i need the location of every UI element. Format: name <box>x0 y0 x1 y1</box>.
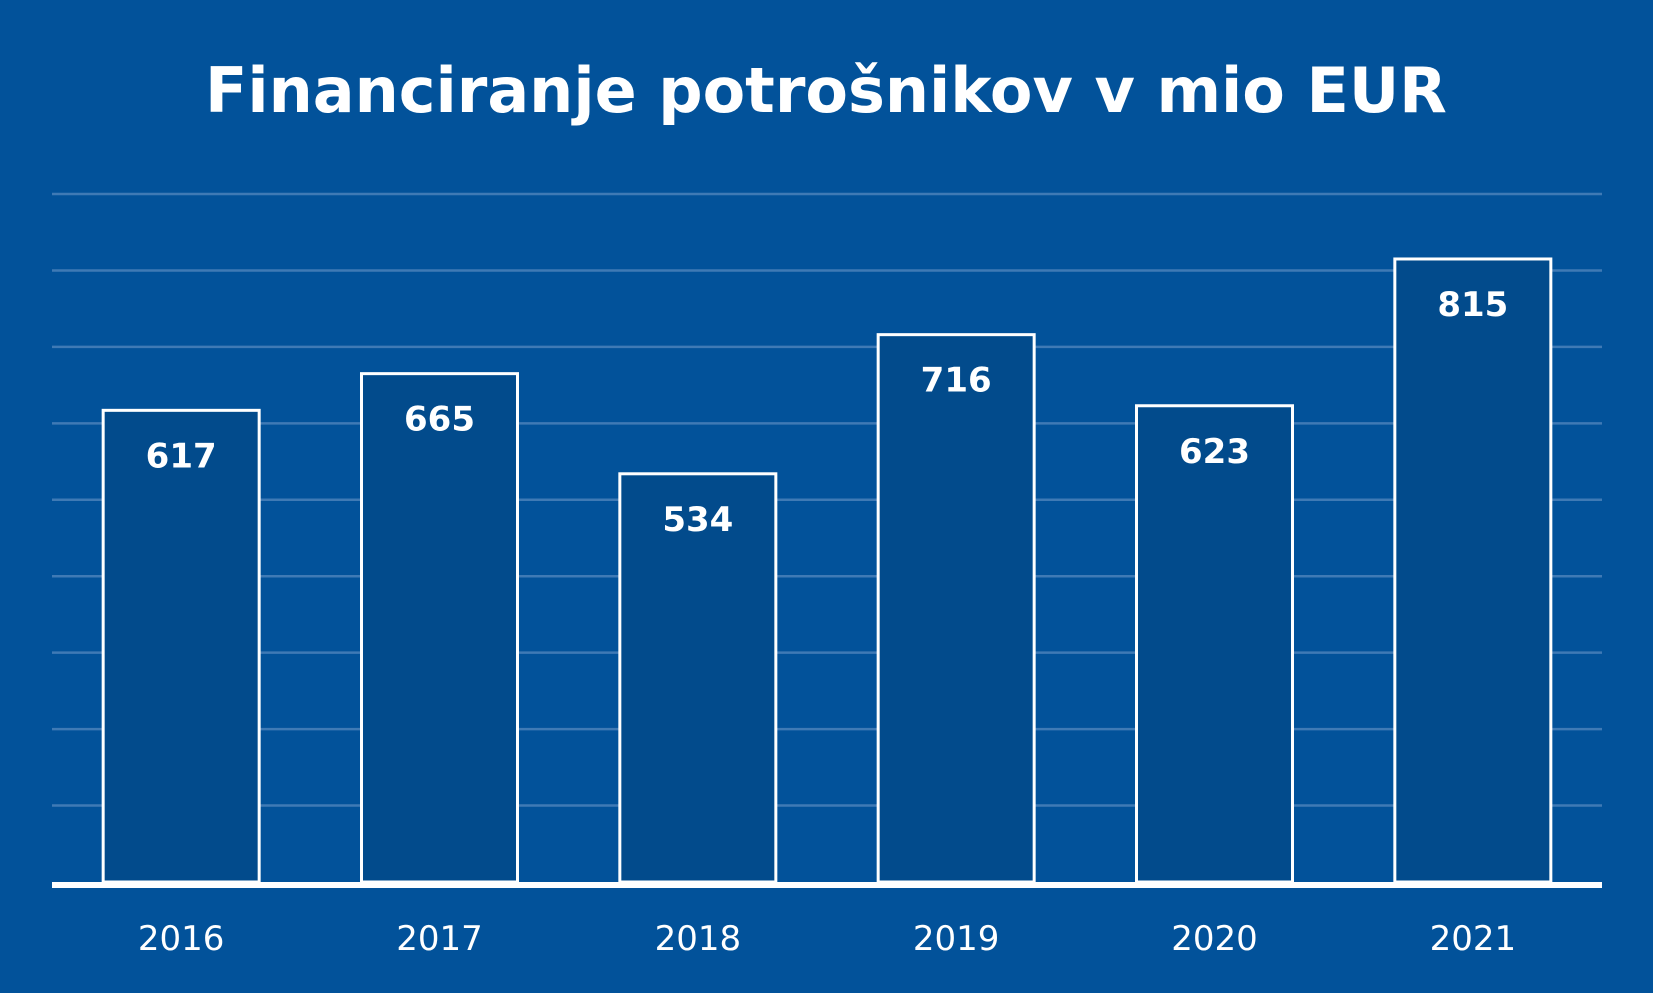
x-tick-label-2019: 2019 <box>913 919 1000 959</box>
value-labels: 617 665 534 716 623 815 <box>146 285 1509 540</box>
bar-2018 <box>618 472 778 884</box>
bar-2020 <box>1135 404 1294 884</box>
data-label-2020: 623 <box>1179 432 1250 472</box>
chart-title: Financiranje potrošnikov v mio EUR <box>205 54 1447 127</box>
data-label-2018: 534 <box>662 500 733 540</box>
bar-2019 <box>876 333 1036 884</box>
x-tick-label-2016: 2016 <box>138 919 225 959</box>
bar-2017 <box>360 372 519 884</box>
x-tick-label-2021: 2021 <box>1430 919 1517 959</box>
bar-2016 <box>101 408 261 884</box>
bars <box>101 257 1553 884</box>
bar-2021 <box>1393 257 1553 884</box>
data-label-2017: 665 <box>404 400 475 440</box>
data-label-2019: 716 <box>921 361 992 401</box>
gridlines <box>52 192 1602 807</box>
x-tick-label-2018: 2018 <box>655 919 742 959</box>
x-tick-labels: 2016 2017 2018 2019 2020 2021 <box>138 919 1516 959</box>
data-label-2021: 815 <box>1437 285 1508 325</box>
x-tick-label-2020: 2020 <box>1171 919 1258 959</box>
x-tick-label-2017: 2017 <box>396 919 483 959</box>
data-label-2016: 617 <box>146 436 217 476</box>
